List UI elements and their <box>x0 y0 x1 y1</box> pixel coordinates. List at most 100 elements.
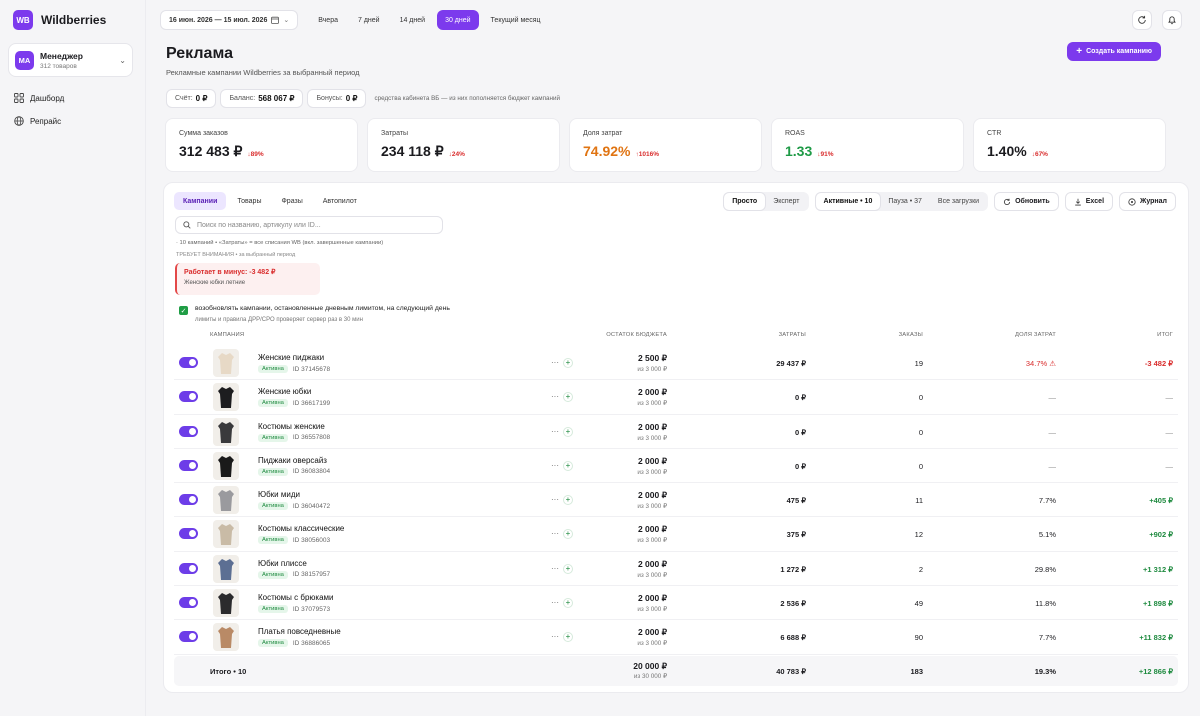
tab-campaigns[interactable]: Кампании <box>174 192 227 210</box>
campaign-name[interactable]: Костюмы женские <box>258 421 325 431</box>
topbar: 16 июн. 2026 — 15 июл. 2026 ⌄ Вчера 7 дн… <box>160 10 1182 30</box>
refresh-data-button[interactable]: Обновить <box>994 192 1059 211</box>
campaign-orders: 90 <box>914 633 923 643</box>
column-orders[interactable]: ЗАКАЗЫ <box>898 332 923 338</box>
campaign-id: ID 37079573 <box>292 605 331 613</box>
campaign-toggle[interactable] <box>179 562 198 574</box>
campaign-name[interactable]: Женские пиджаки <box>258 353 325 362</box>
excel-export-button[interactable]: Excel <box>1064 192 1114 211</box>
campaign-cost: 6 688 ₽ <box>780 633 806 643</box>
campaign-total: — <box>1165 427 1174 437</box>
campaign-toggle[interactable] <box>179 528 198 540</box>
campaign-toggle[interactable] <box>179 357 198 368</box>
date-range-picker[interactable]: 16 июн. 2026 — 15 июл. 2026 ⌄ <box>160 10 299 30</box>
column-total[interactable]: ИТОГ <box>1157 332 1173 338</box>
more-icon[interactable]: ··· <box>551 358 559 367</box>
journal-button[interactable]: Журнал <box>1119 192 1176 211</box>
account-balance: Счёт: 0 ₽ <box>166 89 217 108</box>
period-14-days[interactable]: 14 дней <box>399 16 426 24</box>
budget-total: из 3 000 ₽ <box>637 366 667 373</box>
period-7-days[interactable]: 7 дней <box>357 16 380 24</box>
budget-remaining: 2 000 ₽ <box>637 455 667 466</box>
campaign-toggle[interactable] <box>179 391 198 403</box>
kpi-value: 234 118 ₽ <box>381 143 444 159</box>
mode-expert[interactable]: Эксперт <box>773 198 800 205</box>
period-30-days[interactable]: 30 дней <box>437 10 479 30</box>
table-row[interactable]: Костюмы с брюками Активна ID 37079573 ··· +2… <box>174 586 1178 621</box>
add-budget-icon[interactable]: + <box>563 392 573 403</box>
campaign-name[interactable]: Женские юбки <box>258 387 312 397</box>
cost-share-value: 5.1% <box>1038 530 1056 540</box>
campaign-toggle[interactable] <box>179 459 198 471</box>
resume-checkbox[interactable]: ✓ <box>179 306 188 315</box>
campaign-name[interactable]: Костюмы с брюками <box>258 593 334 603</box>
balances-note: средства кабинета ВБ — из них пополняетс… <box>374 95 561 102</box>
budget-total: из 3 000 ₽ <box>637 400 667 408</box>
tab-phrases[interactable]: Фразы <box>281 197 303 205</box>
sidebar-item-label: Репрайс <box>30 116 62 126</box>
add-budget-icon[interactable]: + <box>563 563 573 574</box>
campaign-name[interactable]: Пиджаки оверсайз <box>258 455 327 465</box>
more-icon[interactable]: ··· <box>551 460 559 470</box>
campaign-name[interactable]: Юбки плиссе <box>258 558 307 568</box>
kpi-card-cost-share: Доля затрат 74.92% ↑1016% <box>569 118 762 172</box>
more-icon[interactable]: ··· <box>551 426 559 436</box>
campaign-toggle[interactable] <box>179 425 198 437</box>
more-icon[interactable]: ··· <box>551 632 559 642</box>
table-row[interactable]: Юбки миди Активна ID 36040472 ··· +2 000 ₽ из… <box>174 483 1178 518</box>
refresh-button[interactable] <box>1132 10 1152 30</box>
column-cost-share[interactable]: ДОЛЯ ЗАТРАТ <box>1014 332 1056 338</box>
search-input[interactable] <box>196 221 435 229</box>
budget-total: из 3 000 ₽ <box>637 606 667 614</box>
campaign-name[interactable]: Платья повседневные <box>258 627 341 637</box>
page-subtitle: Рекламные кампании Wildberries за выбран… <box>166 68 360 77</box>
table-row[interactable]: Костюмы классические Активна ID 38056003 ··… <box>174 517 1178 552</box>
column-cost[interactable]: ЗАТРАТЫ <box>778 332 806 338</box>
kpi-delta: ↓67% <box>1031 151 1048 158</box>
account-switcher[interactable]: МА Менеджер 312 товаров ⌄ <box>8 43 133 77</box>
add-budget-icon[interactable]: + <box>563 632 573 643</box>
add-budget-icon[interactable]: + <box>563 529 573 540</box>
more-icon[interactable]: ··· <box>551 495 559 505</box>
add-budget-icon[interactable]: + <box>563 358 573 368</box>
table-row[interactable]: Юбки плиссе Активна ID 38157957 ··· +2 000 ₽… <box>174 552 1178 587</box>
notifications-button[interactable] <box>1162 10 1182 30</box>
table-row[interactable]: Женские юбки Активна ID 36617199 ··· +2 000 … <box>174 380 1178 415</box>
tab-products[interactable]: Товары <box>237 197 262 205</box>
alert-subtitle: Женские юбки летние <box>184 280 246 286</box>
add-budget-icon[interactable]: + <box>563 598 573 609</box>
period-yesterday[interactable]: Вчера <box>318 16 338 24</box>
more-icon[interactable]: ··· <box>551 392 559 402</box>
campaign-name[interactable]: Юбки миди <box>258 490 300 500</box>
campaign-total: — <box>1165 461 1174 471</box>
column-budget[interactable]: ОСТАТОК БЮДЖЕТА <box>606 332 667 338</box>
more-icon[interactable]: ··· <box>551 598 559 608</box>
sidebar-item-dashboard[interactable]: Дашборд <box>14 93 64 103</box>
table-row[interactable]: Женские пиджаки Активна ID 37145678 ··· +2 5… <box>174 346 1178 381</box>
filter-active[interactable]: Активные • 10 <box>815 193 881 210</box>
table-row[interactable]: Пиджаки оверсайз Активна ID 36083804 ··· +2 … <box>174 449 1178 484</box>
filter-paused[interactable]: Пауза • 37 <box>888 198 922 205</box>
campaign-name[interactable]: Костюмы классические <box>258 524 345 534</box>
filter-all-loads[interactable]: Все загрузки <box>937 198 980 205</box>
period-current-month[interactable]: Текущий месяц <box>490 16 541 24</box>
create-campaign-button[interactable]: + Создать кампанию <box>1067 42 1161 61</box>
table-row[interactable]: Платья повседневные Активна ID 36886065 ···… <box>174 620 1178 655</box>
more-icon[interactable]: ··· <box>551 563 559 573</box>
tab-autopilot[interactable]: Автопилот <box>322 197 357 205</box>
mode-simple[interactable]: Просто <box>724 193 766 210</box>
more-icon[interactable]: ··· <box>551 529 559 539</box>
table-row[interactable]: Костюмы женские Активна ID 36557808 ··· +2 0… <box>174 415 1178 449</box>
budget-total: из 3 000 ₽ <box>637 434 667 442</box>
campaign-toggle[interactable] <box>179 494 198 506</box>
sidebar-item-reprice[interactable]: Репрайс <box>14 116 61 126</box>
campaign-toggle[interactable] <box>179 597 198 609</box>
brand[interactable]: WB Wildberries <box>13 10 106 30</box>
loss-alert-card[interactable]: Работает в минус: -3 482 ₽ Женские юбки … <box>175 263 320 295</box>
add-budget-icon[interactable]: + <box>563 495 573 506</box>
campaign-toggle[interactable] <box>179 631 198 643</box>
add-budget-icon[interactable]: + <box>563 426 573 437</box>
column-campaign[interactable]: КАМПАНИЯ <box>210 332 245 338</box>
add-budget-icon[interactable]: + <box>563 460 573 471</box>
status-badge: Активна <box>258 570 288 579</box>
